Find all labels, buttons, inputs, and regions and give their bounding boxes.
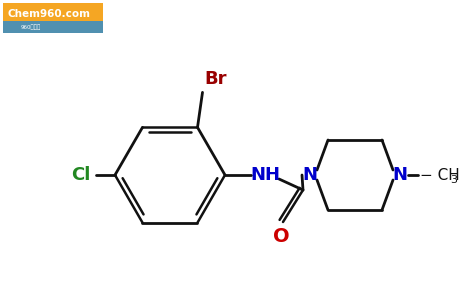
Text: N: N bbox=[302, 166, 318, 184]
Text: NH: NH bbox=[250, 166, 280, 184]
Text: Br: Br bbox=[204, 70, 227, 88]
Text: − CH: − CH bbox=[420, 168, 460, 183]
Text: O: O bbox=[273, 226, 289, 246]
Text: N: N bbox=[392, 166, 408, 184]
Text: Cl: Cl bbox=[72, 166, 91, 184]
Text: Chem960.com: Chem960.com bbox=[7, 9, 90, 19]
Bar bbox=[3, 21, 103, 33]
Text: 960化工网: 960化工网 bbox=[21, 24, 41, 30]
Text: 3: 3 bbox=[450, 175, 457, 185]
Bar bbox=[3, 3, 103, 33]
